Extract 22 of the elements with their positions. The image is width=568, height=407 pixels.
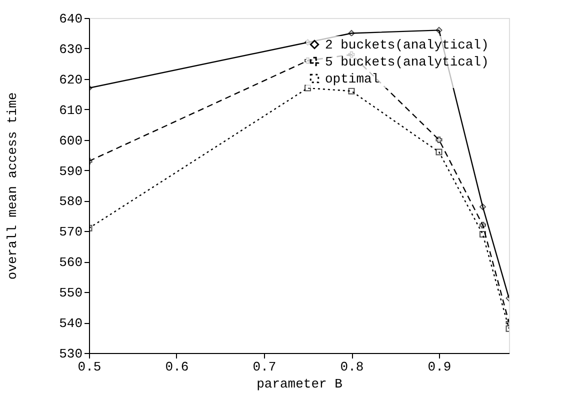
y-tick-label: 600 [59, 133, 82, 148]
legend-label: optimal [325, 72, 380, 86]
x-tick-label: 0.7 [252, 360, 276, 374]
y-tick-label: 570 [59, 224, 82, 240]
legend-label: 2 buckets(analytical) [325, 38, 489, 52]
y-tick-label: 590 [59, 164, 82, 179]
x-tick-label: 0.6 [165, 360, 189, 374]
y-tick-label: 550 [59, 286, 82, 301]
y-tick-label: 630 [59, 42, 82, 57]
x-tick-label: 0.5 [78, 360, 102, 374]
y-tick-label: 640 [59, 12, 82, 26]
y-tick-label: 530 [59, 346, 82, 362]
y-axis-title: overall mean access time [5, 92, 20, 280]
y-tick-label: 580 [59, 194, 82, 210]
legend-label: 5 buckets(analytical) [325, 54, 489, 70]
x-axis-title: parameter B [256, 376, 343, 392]
y-tick-label: 610 [59, 102, 82, 118]
y-tick-label: 540 [59, 316, 82, 332]
x-tick-label: 0.9 [428, 360, 452, 374]
y-tick-label: 620 [59, 72, 82, 88]
y-tick-label: 560 [59, 255, 82, 270]
x-tick-label: 0.8 [340, 360, 364, 374]
